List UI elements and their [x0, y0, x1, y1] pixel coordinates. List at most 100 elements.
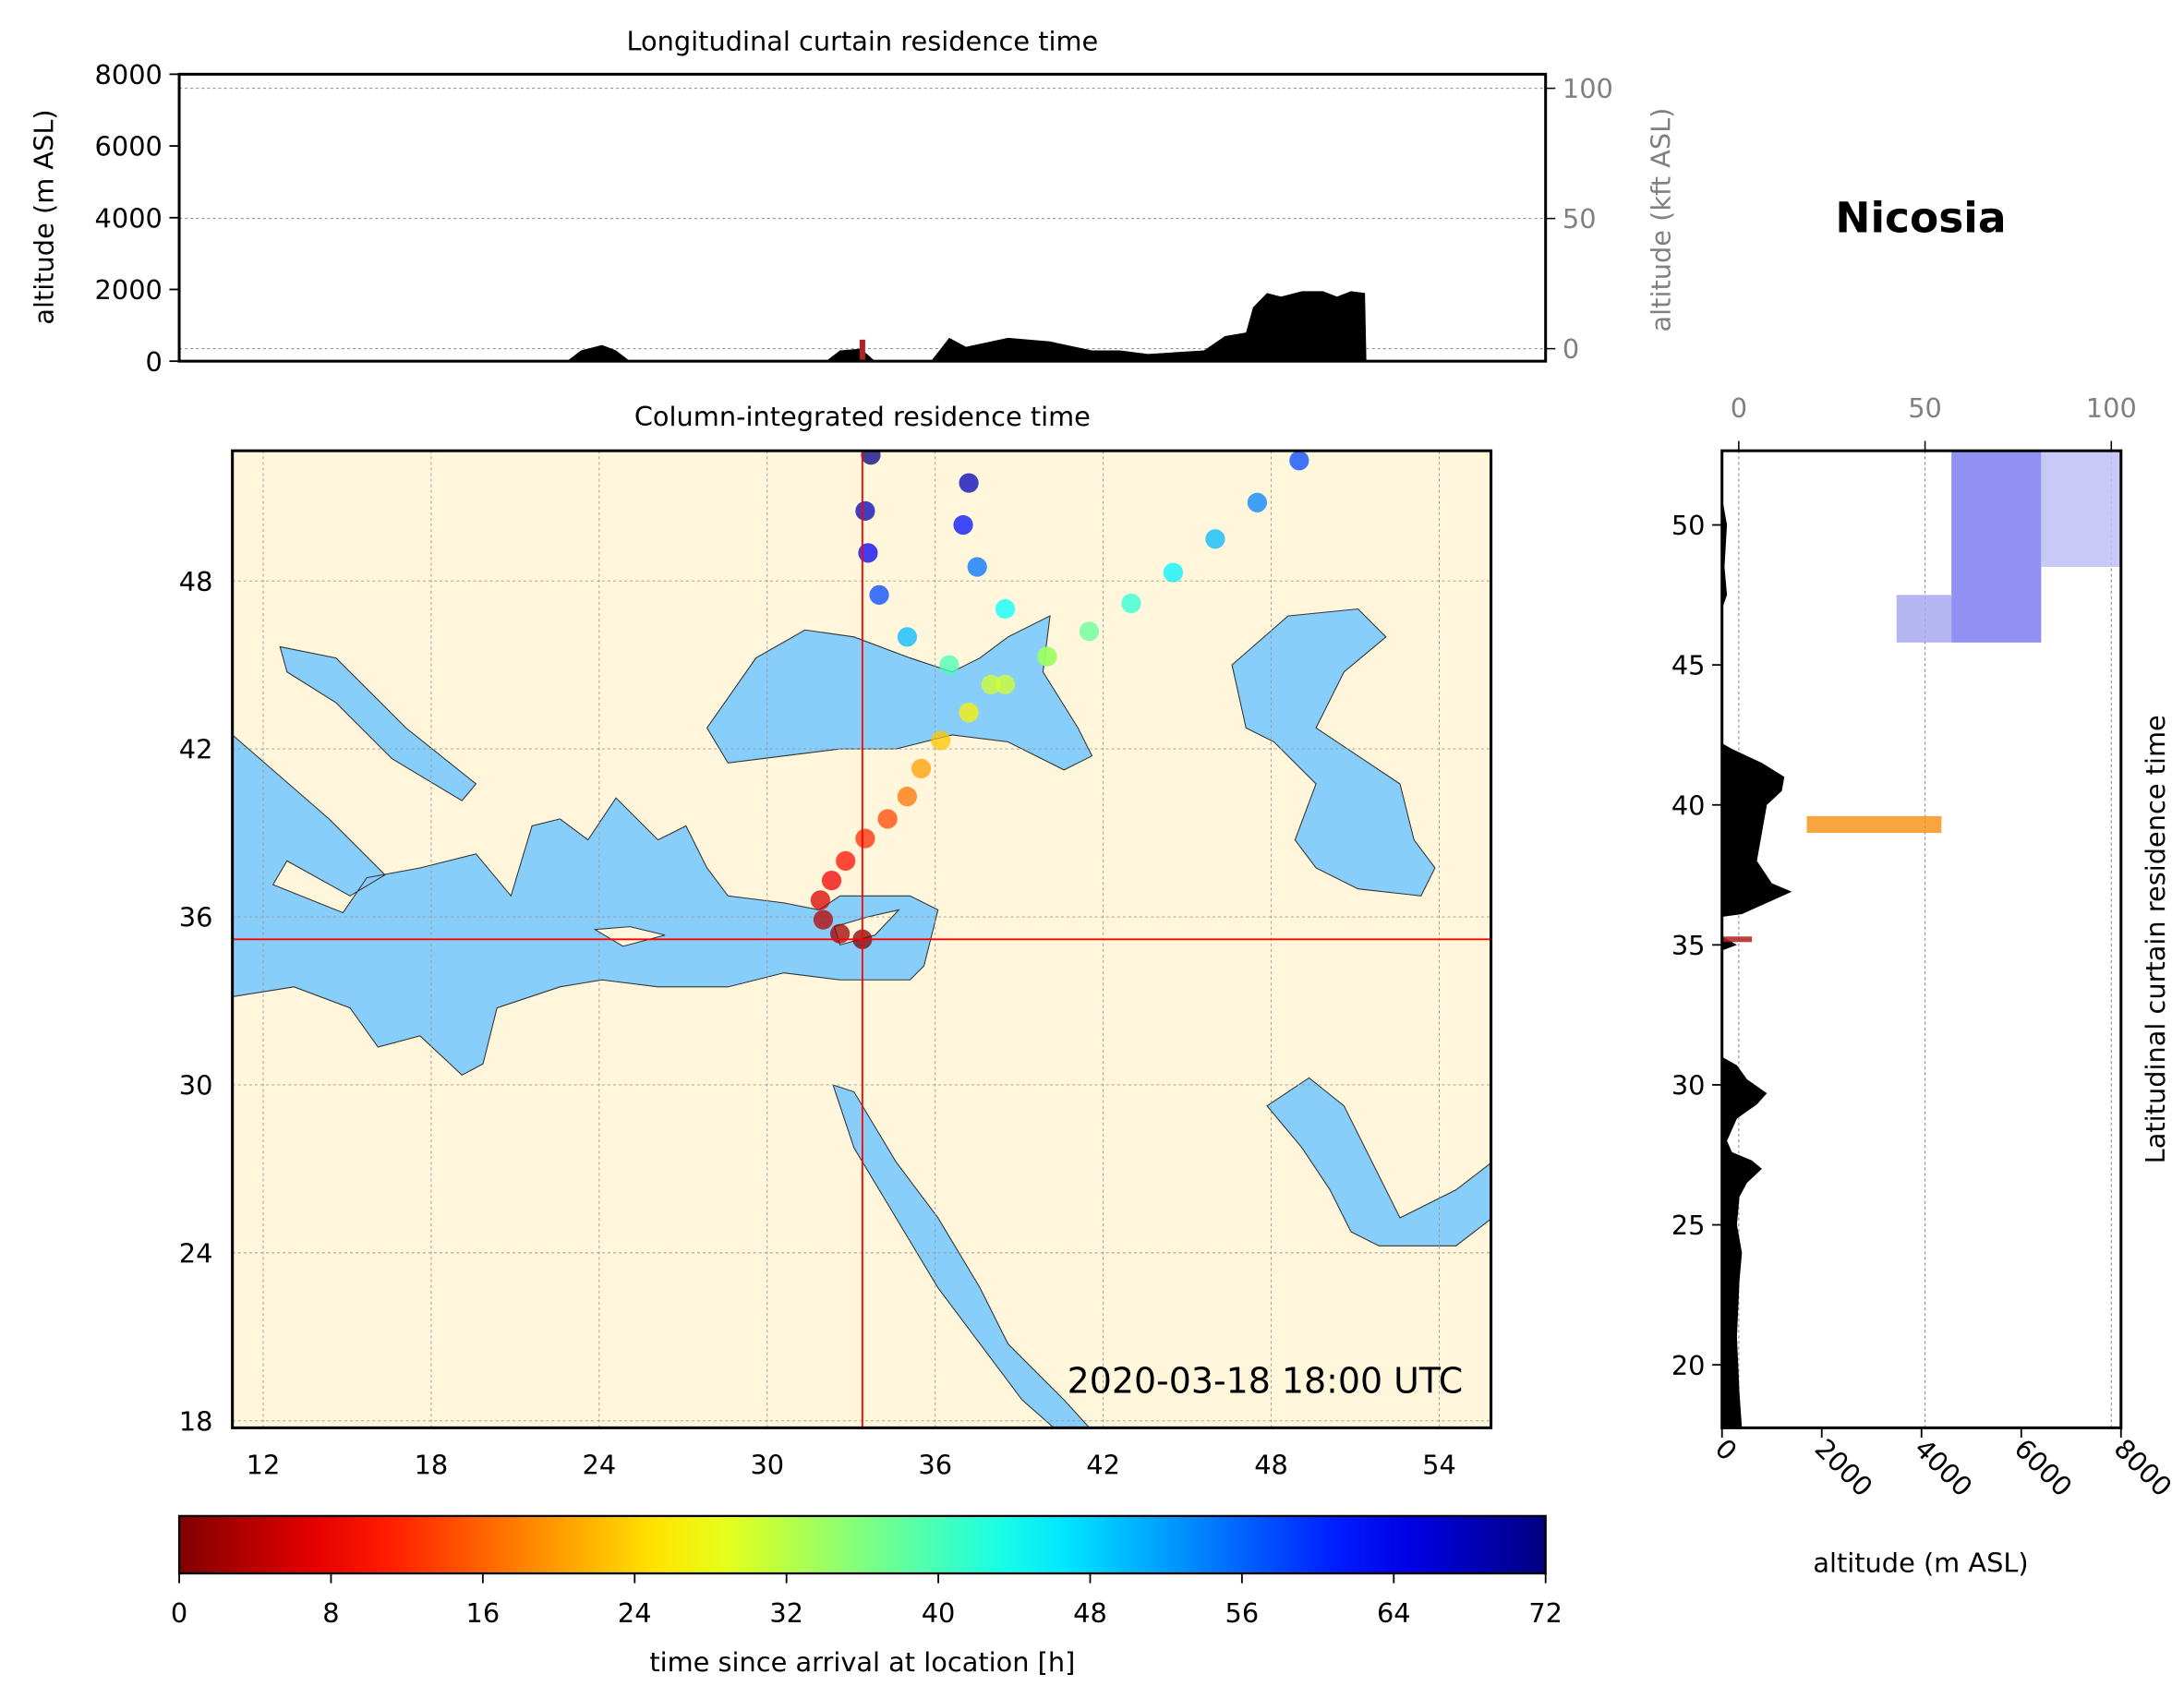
- y-tick-label: 45: [1671, 650, 1706, 681]
- x-tick-label: 64: [1377, 1597, 1411, 1629]
- x-tick-label: 32: [769, 1597, 803, 1629]
- trajectory-point: [861, 451, 881, 465]
- x-tick-label: 48: [1073, 1597, 1107, 1629]
- x-tick-label: 42: [1086, 1449, 1120, 1480]
- trajectory-point: [836, 850, 856, 871]
- plot-area: [1721, 451, 2121, 1428]
- map-area: [232, 451, 1491, 1428]
- y2-tick-label: 50: [1563, 203, 1597, 235]
- trajectory-point: [995, 598, 1016, 620]
- x-tick-label: 0: [1709, 1433, 1744, 1467]
- map-frame: [231, 449, 1493, 1429]
- colorbar-label: time since arrival at location [h]: [649, 1646, 1075, 1678]
- x-tick-label: 12: [247, 1449, 281, 1480]
- y-tick-label: 24: [179, 1237, 213, 1269]
- trajectory-point: [858, 543, 878, 563]
- x2-tick-label: 0: [1731, 392, 1747, 424]
- adriatic: [279, 645, 477, 801]
- terrain: [179, 291, 1367, 362]
- y-tick-label: 4000: [95, 202, 163, 234]
- trajectory-point: [869, 584, 889, 605]
- caspian: [1231, 608, 1436, 897]
- map-panel: Column-integrated residence time 2020-03…: [179, 401, 1493, 1480]
- trajectory-point: [1121, 593, 1141, 614]
- crete: [593, 926, 666, 947]
- y-tick-label: 50: [1671, 510, 1706, 541]
- residence-block: [2041, 451, 2121, 568]
- y-tick-label: 20: [1671, 1350, 1706, 1381]
- y-tick-label: 0: [146, 346, 163, 378]
- seas: [232, 608, 1491, 1428]
- y-tick-label: 2000: [95, 274, 163, 306]
- latitudinal-panel: altitude (m ASL) Latitudinal curtain res…: [1671, 392, 2178, 1579]
- trajectory-point: [877, 809, 898, 829]
- x-tick-label: 18: [415, 1449, 449, 1480]
- y2-tick-label: 0: [1563, 333, 1579, 365]
- trajectory-point: [931, 730, 951, 751]
- x-tick-label: 0: [171, 1597, 187, 1629]
- residence-block: [1806, 815, 1942, 834]
- trajectory-point: [1247, 492, 1268, 512]
- x-tick-label: 36: [918, 1449, 952, 1480]
- trajectory-point: [939, 655, 959, 675]
- x-tick-label: 8: [322, 1597, 339, 1629]
- trajectory-point: [1289, 451, 1309, 471]
- x-tick-label: 2000: [1809, 1433, 1879, 1503]
- mediterranean: [232, 734, 939, 1076]
- y-tick-label: 8000: [95, 59, 163, 90]
- trajectory-point: [855, 828, 875, 849]
- persian-gulf: [1266, 1077, 1491, 1246]
- timestamp: 2020-03-18 18:00 UTC: [1068, 1360, 1464, 1401]
- panel-title: Latitudinal curtain residence time: [2140, 715, 2171, 1163]
- x-tick-label: 8000: [2108, 1433, 2178, 1503]
- trajectory-point: [821, 870, 842, 891]
- x-tick-label: 30: [750, 1449, 784, 1480]
- longitudinal-panel: Longitudinal curtain residence time alti…: [29, 26, 1677, 378]
- trajectory-point: [959, 703, 979, 723]
- colorbar-scale: [177, 1514, 1547, 1575]
- trajectory-point: [810, 890, 831, 910]
- trajectory-point: [981, 674, 1001, 694]
- y-tick-label: 25: [1671, 1210, 1706, 1241]
- y-tick-label: 35: [1671, 930, 1706, 961]
- frame: [1720, 449, 2123, 1429]
- x-tick-label: 6000: [2009, 1433, 2079, 1503]
- x2-tick-label: 100: [2086, 392, 2137, 424]
- trajectory-point: [911, 758, 932, 778]
- x-tick-label: 24: [583, 1449, 617, 1480]
- x-tick-label: 54: [1422, 1449, 1456, 1480]
- y2-tick-label: 100: [1563, 73, 1613, 104]
- trajectory-point: [959, 473, 979, 493]
- trajectory-point: [1037, 646, 1057, 667]
- colorbar: time since arrival at location [h] 0 8 16 2…: [171, 1514, 1563, 1678]
- residence-block: [1721, 936, 1753, 943]
- y2-axis-label: altitude (kft ASL): [1646, 108, 1677, 332]
- trajectory-point: [813, 909, 834, 930]
- residence-block: [1896, 595, 1952, 643]
- y-tick-label: 36: [179, 902, 213, 933]
- y-tick-label: 40: [1671, 789, 1706, 821]
- figure-title: Nicosia: [1835, 194, 2006, 243]
- x2-tick-label: 50: [1908, 392, 1942, 424]
- y-tick-label: 6000: [95, 131, 163, 163]
- y-tick-label: 30: [179, 1070, 213, 1102]
- y-tick-label: 42: [179, 734, 213, 765]
- x-axis-label: altitude (m ASL): [1813, 1547, 2028, 1579]
- trajectory-point: [1079, 621, 1100, 642]
- x-tick-label: 72: [1528, 1597, 1563, 1629]
- x-tick-label: 16: [466, 1597, 501, 1629]
- trajectory-point: [897, 627, 917, 647]
- trajectory-point: [897, 787, 917, 807]
- trajectory-point: [1163, 562, 1184, 583]
- x-tick-label: 48: [1254, 1449, 1288, 1480]
- residence-block: [1951, 451, 2042, 643]
- x-tick-label: 56: [1225, 1597, 1260, 1629]
- trajectory-point: [1205, 529, 1225, 549]
- trajectory-point: [855, 500, 875, 521]
- panel-title: Longitudinal curtain residence time: [626, 26, 1098, 57]
- frame: [177, 72, 1548, 363]
- trajectory-point: [830, 923, 851, 944]
- y-axis-label: altitude (m ASL): [29, 109, 60, 324]
